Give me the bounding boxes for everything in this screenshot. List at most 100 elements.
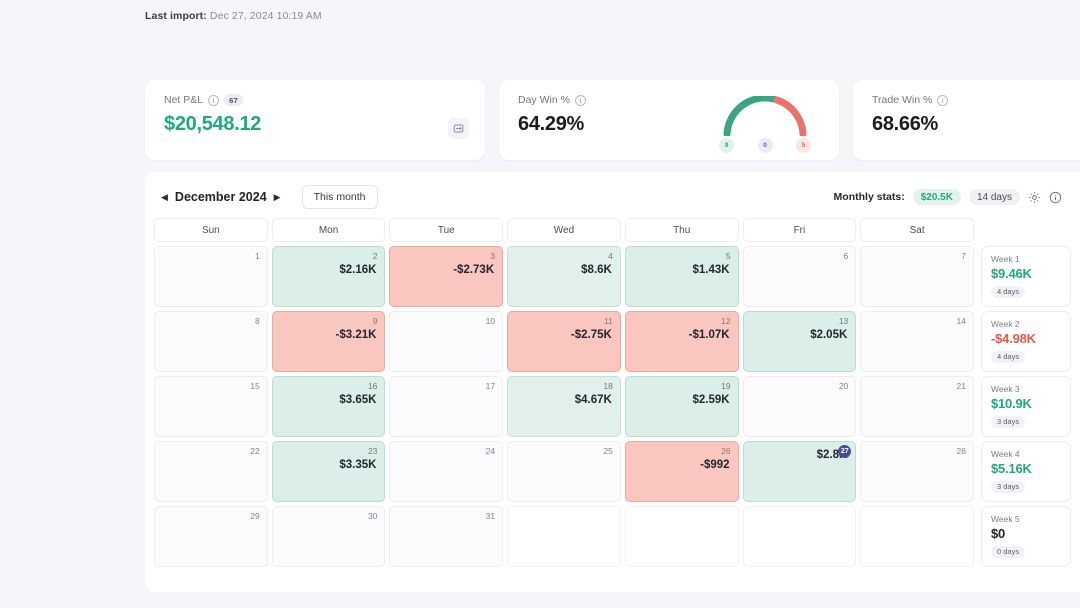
panel-footer [145, 578, 1080, 592]
calendar-day-cell[interactable]: 9 -$3.21K [271, 311, 386, 372]
last-import: Last import: Dec 27, 2024 10:19 AM [0, 0, 1080, 22]
day-number: 14 [956, 316, 966, 326]
calendar-cell-empty [860, 506, 974, 567]
week-summary-card[interactable]: Week 5 $0 0 days [981, 506, 1071, 567]
calendar-day-cell[interactable]: 27 $2.8K [742, 441, 857, 502]
day-number: 8 [254, 316, 260, 326]
calendar-day-cell[interactable]: 30 [271, 506, 386, 567]
calendar-day-cell[interactable]: 1 [154, 246, 268, 307]
info-icon[interactable]: i [208, 94, 220, 106]
last-import-label: Last import: [145, 10, 207, 22]
calendar-day-cell[interactable]: 21 [860, 376, 974, 437]
info-icon[interactable] [1049, 191, 1062, 204]
stat-card-day-win[interactable]: Day Win % i 64.29% 9 0 5 [499, 80, 839, 160]
this-month-button[interactable]: This month [301, 185, 378, 209]
weekly-summary-cards: Week 1 $9.46K 4 days Week 2 -$4.98K 4 days Wee… [981, 246, 1071, 571]
day-number: 1 [254, 251, 260, 261]
calendar-day-cell[interactable]: 3 -$2.73K [389, 246, 504, 307]
day-pl-value: $3.35K [339, 459, 377, 471]
week-summary-card[interactable]: Week 2 -$4.98K 4 days [981, 311, 1071, 372]
calendar-day-cell[interactable]: 31 [389, 506, 504, 567]
calendar-day-cell[interactable]: 14 [860, 311, 974, 372]
calendar-week-row: 29 30 31 [154, 506, 974, 567]
week-summary-card[interactable]: Week 4 $5.16K 3 days [981, 441, 1071, 502]
calendar-day-cell[interactable]: 19 $2.59K [624, 376, 739, 437]
calendar-day-cell[interactable]: 24 [389, 441, 504, 502]
day-pl-value: $8.6K [581, 264, 612, 276]
week-summary-title: Week 2 [991, 319, 1020, 329]
day-number: 22 [250, 446, 260, 456]
calendar-day-cell[interactable]: 17 [389, 376, 504, 437]
week-summary-title: Week 1 [991, 254, 1020, 264]
calendar-day-cell[interactable]: 8 [154, 311, 268, 372]
day-of-week-sun: Sun [154, 218, 268, 242]
calendar-day-cell[interactable]: 29 [154, 506, 268, 567]
calendar-day-cell[interactable]: 13 $2.05K [742, 311, 857, 372]
week-summary-days: 4 days [991, 285, 1026, 298]
day-pl-value: -$1.07K [688, 329, 730, 341]
calendar-day-cell[interactable]: 11 -$2.75K [507, 311, 621, 372]
stat-card-row: Net P&L i 67 $20,548.12 Day Win % i 64.2… [145, 80, 1080, 160]
calendar-day-cell[interactable]: 7 [860, 246, 974, 307]
calendar-day-cell[interactable]: 10 [389, 311, 504, 372]
calendar-day-cell[interactable]: 15 [154, 376, 268, 437]
day-number: 17 [485, 381, 496, 391]
calendar-day-cell[interactable]: 28 [860, 441, 974, 502]
week-summary-card[interactable]: Week 1 $9.46K 4 days [981, 246, 1071, 307]
calendar-day-cell[interactable]: 16 $3.65K [271, 376, 386, 437]
gauge-arc-icon [723, 94, 807, 138]
monthly-stats-label: Monthly stats: [833, 191, 905, 203]
calendar-cell-empty [624, 506, 739, 567]
day-pl-value: $2.16K [339, 264, 377, 276]
day-number: 9 [372, 316, 378, 326]
stat-card-trade-win[interactable]: Trade Win % i 68.66% [853, 80, 1080, 160]
monthly-days-badge: 14 days [968, 189, 1020, 205]
info-icon[interactable]: i [937, 94, 949, 106]
day-number: 19 [721, 381, 731, 391]
stat-label-row: Net P&L i 67 [164, 94, 467, 106]
stat-card-net-pl[interactable]: Net P&L i 67 $20,548.12 [145, 80, 485, 160]
calendar-day-cell[interactable]: 18 $4.67K [507, 376, 621, 437]
toolbar-right-group: Monthly stats: $20.5K 14 days [834, 189, 1062, 205]
calendar-week-row: 15 16 $3.65K 17 18 $4.67K 19 $2.59K 20 21 [154, 376, 974, 437]
next-month-button[interactable]: ▶ [267, 192, 288, 202]
gauge-badge-win: 9 [719, 138, 734, 153]
info-icon[interactable]: i [574, 94, 586, 106]
gear-icon[interactable] [1028, 191, 1041, 204]
calendar-day-cell[interactable]: 4 $8.6K [507, 246, 621, 307]
week-summary-days: 0 days [991, 545, 1026, 558]
week-summary-title: Week 3 [991, 384, 1020, 394]
day-pl-value: $4.67K [574, 394, 612, 406]
calendar-week-row: 8 9 -$3.21K 10 11 -$2.75K 12 -$1.07K 13 $2.05K 14 [154, 311, 974, 372]
calendar-day-cell[interactable]: 23 $3.35K [271, 441, 386, 502]
calendar-day-cell[interactable]: 2 $2.16K [271, 246, 386, 307]
trade-win-label: Trade Win % [872, 94, 933, 106]
calendar-day-cell[interactable]: 26 -$992 [624, 441, 739, 502]
day-number: 24 [485, 446, 496, 456]
day-number: 12 [721, 316, 731, 326]
net-pl-value: $20,548.12 [164, 113, 262, 135]
day-of-week-tue: Tue [389, 218, 504, 242]
prev-month-button[interactable]: ◀ [154, 192, 175, 202]
week-summary-card[interactable]: Week 3 $10.9K 3 days [981, 376, 1071, 437]
calendar-day-cell[interactable]: 5 $1.43K [624, 246, 739, 307]
day-pl-value: $2.8K [816, 449, 848, 461]
calendar-day-cell[interactable]: 25 [507, 441, 621, 502]
net-pl-count-badge: 67 [224, 94, 243, 106]
calendar-day-cell[interactable]: 20 [742, 376, 857, 437]
calendar-cell-empty [507, 506, 621, 567]
calendar-day-cell[interactable]: 12 -$1.07K [624, 311, 739, 372]
day-pl-value: $2.59K [692, 394, 730, 406]
calendar-day-cell[interactable]: 6 [742, 246, 857, 307]
calendar-day-cell[interactable]: 22 [154, 441, 268, 502]
day-of-week-fri: Fri [742, 218, 857, 242]
week-summary-value: $10.9K [991, 396, 1032, 411]
day-number: 6 [843, 251, 849, 261]
day-pl-value: -$992 [700, 459, 730, 471]
week-summary-days: 4 days [991, 350, 1026, 363]
day-of-week-thu: Thu [624, 218, 739, 242]
chart-toggle-icon[interactable] [448, 118, 469, 139]
stat-label-row: Trade Win % i [872, 94, 1080, 106]
week-summary-title: Week 5 [991, 514, 1020, 524]
